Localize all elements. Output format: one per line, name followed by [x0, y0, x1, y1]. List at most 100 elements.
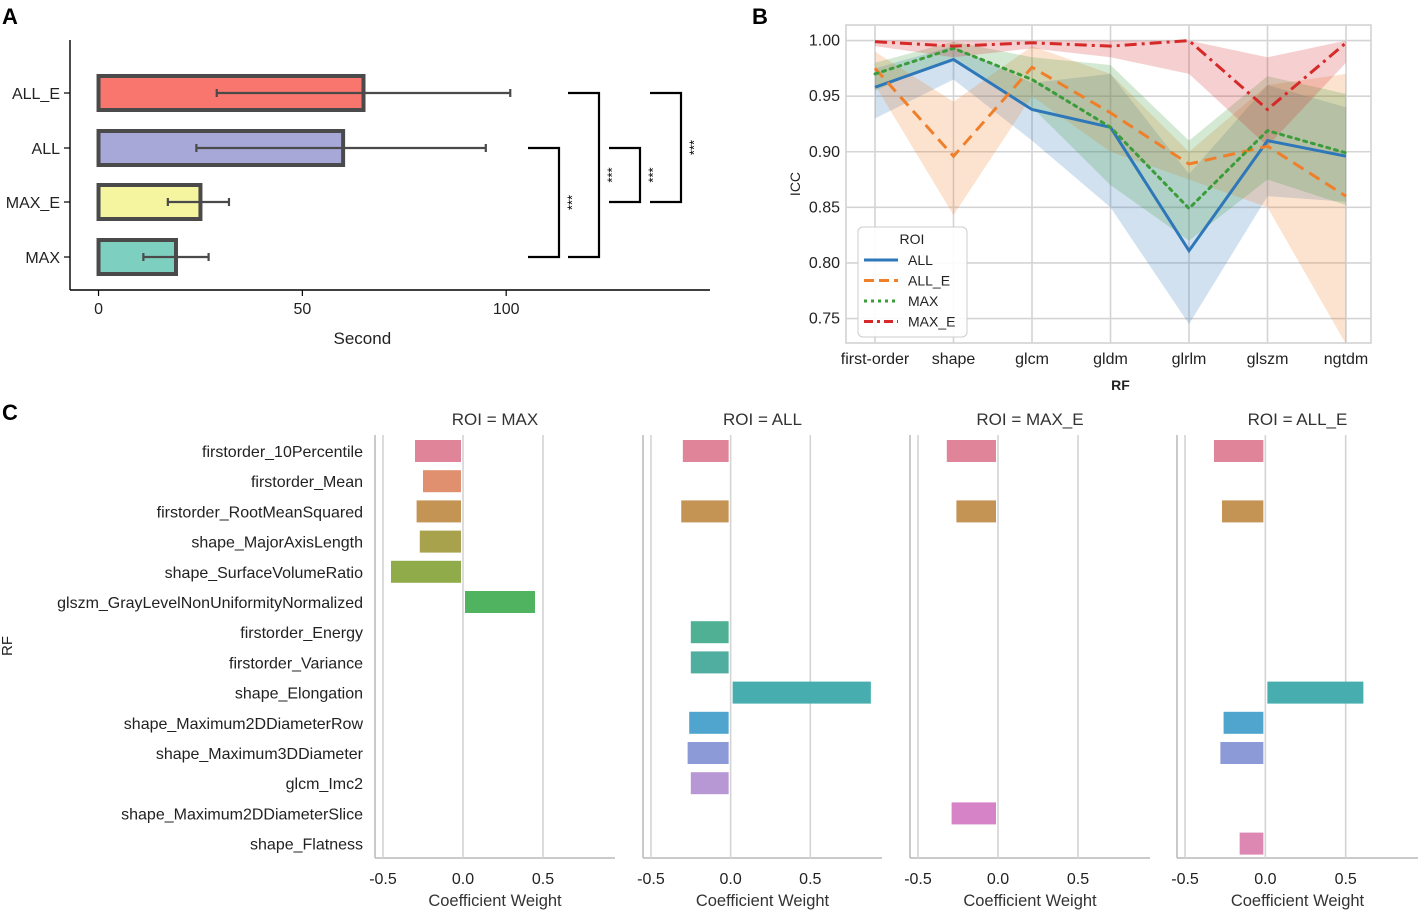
series-line-all-e — [873, 65, 1347, 198]
bar-shape-maximum2ddiameterslice — [951, 802, 996, 825]
facet-roi-max: -0.5 0.0 0.5 ROI = MAX Coefficient Weight — [369, 410, 615, 910]
bar-firstorder-10percentile — [1213, 440, 1264, 462]
significance-bracket — [609, 146, 642, 204]
x-axis-title: Coefficient Weight — [1231, 892, 1365, 910]
legend-label-max: MAX — [908, 293, 939, 309]
facet-title: ROI = ALL — [723, 410, 802, 429]
x-tick-label: -0.5 — [637, 871, 665, 888]
category-label-firstorder-variance: firstorder_Variance — [229, 655, 363, 672]
significance-bracket — [650, 91, 683, 204]
x-tick-label: 0.0 — [452, 871, 474, 888]
ci-band-max-e — [875, 40, 1346, 147]
x-tick-label: 0.5 — [1067, 871, 1089, 888]
significance-bracket — [568, 91, 601, 259]
bar-firstorder-10percentile — [682, 440, 729, 462]
y-tick-label: 0.80 — [809, 255, 840, 272]
bar-shape-maximum3ddiameter — [687, 742, 729, 764]
x-axis-title: Coefficient Weight — [963, 892, 1097, 910]
panel-a-letter: A — [2, 4, 18, 29]
category-label-glszm-graylevelnonuniformitynormalized: glszm_GrayLevelNonUniformityNormalized — [57, 595, 363, 612]
x-tick-label: 0.0 — [1254, 871, 1276, 888]
y-tick-label: ALL_E — [12, 86, 60, 103]
ci-band-max — [875, 41, 1346, 241]
category-label-shape-maximum2ddiameterrow: shape_Maximum2DDiameterRow — [124, 716, 364, 733]
y-tick-label: ALL — [32, 141, 61, 158]
category-label-firstorder-10percentile: firstorder_10Percentile — [202, 444, 363, 461]
panel-a-bar-chart: 0 50 100 Second ALL_E ALL MAX_E MAX *** *** *** *** — [6, 40, 710, 348]
legend-label-max-e: MAX_E — [908, 314, 955, 330]
y-tick-label: MAX_E — [6, 195, 60, 212]
bar-firstorder-energy — [690, 621, 729, 644]
bar-firstorder-10percentile — [946, 440, 996, 462]
x-tick-label: -0.5 — [1171, 871, 1199, 888]
panel-b-letter: B — [752, 4, 768, 29]
facet-title: ROI = MAX_E — [976, 410, 1083, 429]
x-tick-label: first-order — [841, 351, 910, 368]
x-tick-label: 0.5 — [799, 871, 821, 888]
bar-firstorder-10percentile — [415, 440, 461, 462]
y-tick-label: 0.85 — [809, 199, 840, 216]
bar-shape-maximum3ddiameter — [1220, 742, 1264, 764]
bar-shape-surfacevolumeratio — [391, 560, 461, 583]
series-line-max-e — [874, 39, 1347, 112]
x-tick-label: 0.0 — [720, 871, 742, 888]
y-tick-label: 0.75 — [809, 311, 840, 328]
bar-shape-flatness — [1239, 832, 1264, 855]
category-label-firstorder-energy: firstorder_Energy — [240, 625, 363, 642]
legend: ROI ALL ALL_E MAX MAX_E — [857, 226, 968, 338]
bar-firstorder-rootmeansquared — [956, 500, 996, 523]
significance-label: *** — [645, 167, 660, 182]
bar-firstorder-variance — [690, 651, 729, 674]
x-axis-title: Coefficient Weight — [696, 892, 830, 910]
x-tick-label: shape — [932, 351, 976, 368]
significance-label: *** — [686, 140, 701, 155]
bar-firstorder-rootmeansquared — [1221, 500, 1264, 523]
category-label-glcm-imc2: glcm_Imc2 — [286, 776, 363, 793]
panel-c-facet-bar-chart: firstorder_10Percentile firstorder_Meanfi… — [0, 410, 1418, 910]
x-axis-title: RF — [1111, 377, 1130, 393]
y-tick-label: 1.00 — [809, 33, 840, 50]
bar-firstorder-mean — [423, 470, 461, 493]
x-tick-label: 0.0 — [987, 871, 1009, 888]
bar-glszm-graylevelnonuniformitynormalized — [465, 591, 535, 613]
x-tick-label: 50 — [293, 301, 311, 318]
facet-roi-all: -0.5 0.0 0.5 ROI = ALL Coefficient Weight — [637, 410, 882, 910]
significance-bracket — [528, 146, 561, 259]
bar-shape-elongation — [732, 681, 871, 704]
y-tick-label: 0.95 — [809, 88, 840, 105]
x-tick-label: ngtdm — [1324, 351, 1368, 368]
series-line-max — [873, 46, 1348, 211]
x-axis-title: Second — [334, 329, 392, 348]
x-tick-label: 100 — [493, 301, 520, 318]
x-tick-label: glszm — [1247, 351, 1289, 368]
bar-shape-maximum2ddiameterrow — [1223, 711, 1264, 734]
x-axis-title: Coefficient Weight — [428, 892, 562, 910]
facet-title: ROI = MAX — [452, 410, 538, 429]
y-tick-label: 0.90 — [809, 144, 840, 161]
y-axis-title: RF — [0, 636, 16, 656]
bar-firstorder-rootmeansquared — [416, 500, 461, 523]
facet-title: ROI = ALL_E — [1248, 410, 1348, 429]
x-tick-label: glrlm — [1172, 351, 1207, 368]
category-label-shape-majoraxislength: shape_MajorAxisLength — [191, 535, 363, 552]
x-tick-label: gldm — [1093, 351, 1128, 368]
category-label-firstorder-rootmeansquared: firstorder_RootMeanSquared — [157, 504, 363, 521]
ci-band-all-e — [875, 46, 1346, 345]
bar-shape-maximum2ddiameterrow — [689, 711, 729, 734]
y-axis-title: ICC — [787, 172, 803, 196]
bar-firstorder-rootmeansquared — [681, 500, 729, 523]
category-label-shape-surfacevolumeratio: shape_SurfaceVolumeRatio — [165, 565, 363, 582]
legend-box — [857, 226, 968, 338]
x-tick-label: glcm — [1015, 351, 1049, 368]
x-tick-label: -0.5 — [369, 871, 397, 888]
bar-shape-elongation — [1267, 681, 1364, 704]
x-tick-label: -0.5 — [904, 871, 932, 888]
y-tick-label: MAX — [25, 250, 60, 267]
bar-glcm-imc2 — [690, 772, 729, 795]
facet-roi-all-e: -0.5 0.0 0.5 ROI = ALL_E Coefficient Weight — [1171, 410, 1418, 910]
legend-label-all-e: ALL_E — [908, 273, 950, 289]
panel-b-line-chart: 0.75 0.80 0.85 0.90 0.95 1.00 first-order shape… — [787, 24, 1372, 393]
category-label-shape-maximum3ddiameter: shape_Maximum3DDiameter — [156, 746, 364, 763]
category-label-firstorder-mean: firstorder_Mean — [251, 474, 363, 491]
